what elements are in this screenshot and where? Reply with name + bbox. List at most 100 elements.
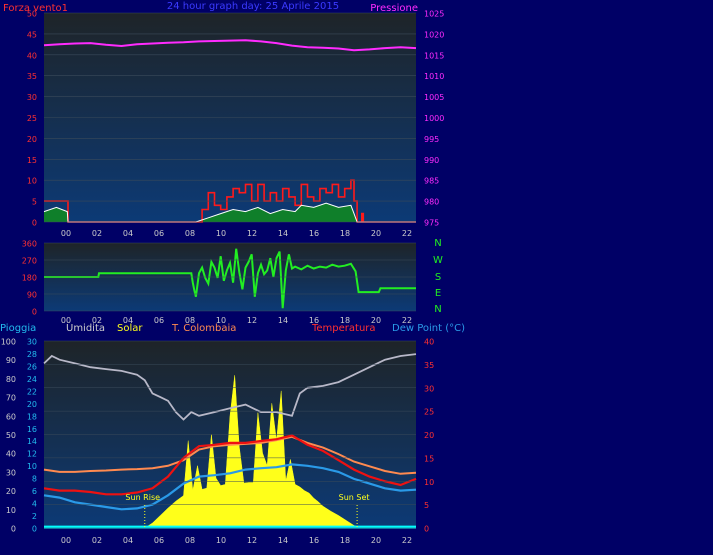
graph-title: 24 hour graph day: 25 Aprile 2015 <box>167 1 339 12</box>
weather-x-tick-label: 12 <box>247 536 257 545</box>
legend-solar: Solar <box>117 323 143 334</box>
wind-left-tick-label: 20 <box>27 135 37 144</box>
wind-x-tick-label: 10 <box>216 229 226 238</box>
humidity-tick-label: 24 <box>27 375 37 384</box>
wind-right-tick-label: 1005 <box>424 93 444 102</box>
wind-x-tick-label: 08 <box>185 229 195 238</box>
wind-x-tick-label: 02 <box>92 229 102 238</box>
weather-x-tick-label: 04 <box>123 536 133 545</box>
wind-left-tick-label: 15 <box>27 156 37 165</box>
humidity-tick-label: 14 <box>27 437 37 446</box>
humidity-tick-label: 22 <box>27 387 37 396</box>
wind-left-tick-label: 30 <box>27 93 37 102</box>
t-colombaia-line <box>43 435 417 475</box>
humidity-tick-label: 8 <box>32 475 37 484</box>
humidity-tick-label: 12 <box>27 450 37 459</box>
humidity-tick-label: 0 <box>32 525 37 534</box>
wind-average-area <box>44 203 416 222</box>
wind-direction-line <box>44 248 416 309</box>
wind-x-tick-label: 20 <box>371 229 381 238</box>
temperature-line <box>43 434 417 496</box>
humidity-tick-label: 16 <box>27 425 37 434</box>
temperature-tick-label: 0 <box>424 525 429 534</box>
legend-temperatura: Temperatura <box>311 323 376 334</box>
rain-tick-label: 10 <box>6 506 16 515</box>
wind-x-tick-label: 16 <box>309 229 319 238</box>
wind-left-tick-label: 50 <box>27 10 37 19</box>
rain-tick-label: 70 <box>6 394 16 403</box>
wind-x-tick-label: 12 <box>247 229 257 238</box>
rain-tick-label: 100 <box>1 338 16 347</box>
wind-right-tick-label: 1020 <box>424 30 444 39</box>
rain-tick-label: 80 <box>6 375 16 384</box>
wind-right-tick-label: 975 <box>424 219 439 228</box>
weather-x-tick-label: 14 <box>278 536 288 545</box>
wind-axis-title: Forza vento1 <box>3 3 68 14</box>
temperature-tick-label: 25 <box>424 408 434 417</box>
dew-point-line <box>43 463 417 511</box>
wind-x-tick-label: 22 <box>402 229 412 238</box>
wind-left-tick-label: 40 <box>27 51 37 60</box>
weather-x-tick-label: 22 <box>402 536 412 545</box>
weather-x-tick-label: 02 <box>92 536 102 545</box>
wind-right-tick-label: 985 <box>424 177 439 186</box>
sun-rise-label: Sun Rise <box>125 493 160 502</box>
wind-left-tick-label: 25 <box>27 114 37 123</box>
direction-tick-label: 180 <box>22 274 37 283</box>
rain-tick-label: 30 <box>6 468 16 477</box>
direction-tick-label: 90 <box>27 291 37 300</box>
compass-label: S <box>435 272 441 283</box>
solar-area <box>44 375 416 529</box>
direction-tick-label: 270 <box>22 257 37 266</box>
direction-x-tick-label: 08 <box>185 316 195 325</box>
direction-x-tick-label: 12 <box>247 316 257 325</box>
pressure-axis-title: Pressione <box>370 3 418 14</box>
wind-x-tick-label: 14 <box>278 229 288 238</box>
direction-x-tick-label: 20 <box>371 316 381 325</box>
weather-x-tick-label: 06 <box>154 536 164 545</box>
temperature-tick-label: 10 <box>424 478 434 487</box>
wind-left-tick-label: 45 <box>27 30 37 39</box>
compass-label: E <box>435 288 441 299</box>
weather-x-tick-label: 18 <box>340 536 350 545</box>
wind-right-tick-label: 1000 <box>424 114 444 123</box>
direction-tick-label: 0 <box>32 308 37 317</box>
temperature-tick-label: 20 <box>424 431 434 440</box>
pressure-line <box>43 39 417 52</box>
humidity-tick-label: 10 <box>27 462 37 471</box>
direction-x-tick-label: 18 <box>340 316 350 325</box>
legend-umidita: Umidita <box>66 323 105 334</box>
wind-right-tick-label: 990 <box>424 156 439 165</box>
humidity-tick-label: 2 <box>32 512 37 521</box>
rain-tick-label: 40 <box>6 450 16 459</box>
temperature-tick-label: 15 <box>424 454 434 463</box>
humidity-line <box>43 353 417 421</box>
temperature-tick-label: 40 <box>424 338 434 347</box>
direction-x-tick-label: 04 <box>123 316 133 325</box>
wind-right-tick-label: 1015 <box>424 51 444 60</box>
direction-x-tick-label: 22 <box>402 316 412 325</box>
rain-tick-label: 0 <box>11 525 16 534</box>
humidity-tick-label: 30 <box>27 338 37 347</box>
wind-x-tick-label: 04 <box>123 229 133 238</box>
compass-label: W <box>433 255 443 266</box>
compass-label: N <box>434 304 441 315</box>
series-layer: Sun Rise Sun Set <box>43 39 417 529</box>
rain-tick-label: 20 <box>6 487 16 496</box>
direction-x-tick-label: 06 <box>154 316 164 325</box>
wind-right-tick-label: 1010 <box>424 72 444 81</box>
direction-x-tick-label: 00 <box>61 316 71 325</box>
rain-tick-label: 50 <box>6 431 16 440</box>
direction-x-tick-label: 02 <box>92 316 102 325</box>
humidity-tick-label: 20 <box>27 400 37 409</box>
legend-pioggia: Pioggia <box>0 323 36 334</box>
weather-x-tick-label: 08 <box>185 536 195 545</box>
direction-x-tick-label: 10 <box>216 316 226 325</box>
direction-tick-label: 360 <box>22 240 37 249</box>
wind-x-tick-label: 00 <box>61 229 71 238</box>
wind-left-tick-label: 0 <box>32 219 37 228</box>
temperature-tick-label: 35 <box>424 361 434 370</box>
compass-label: N <box>434 238 441 249</box>
humidity-tick-label: 4 <box>32 500 37 509</box>
